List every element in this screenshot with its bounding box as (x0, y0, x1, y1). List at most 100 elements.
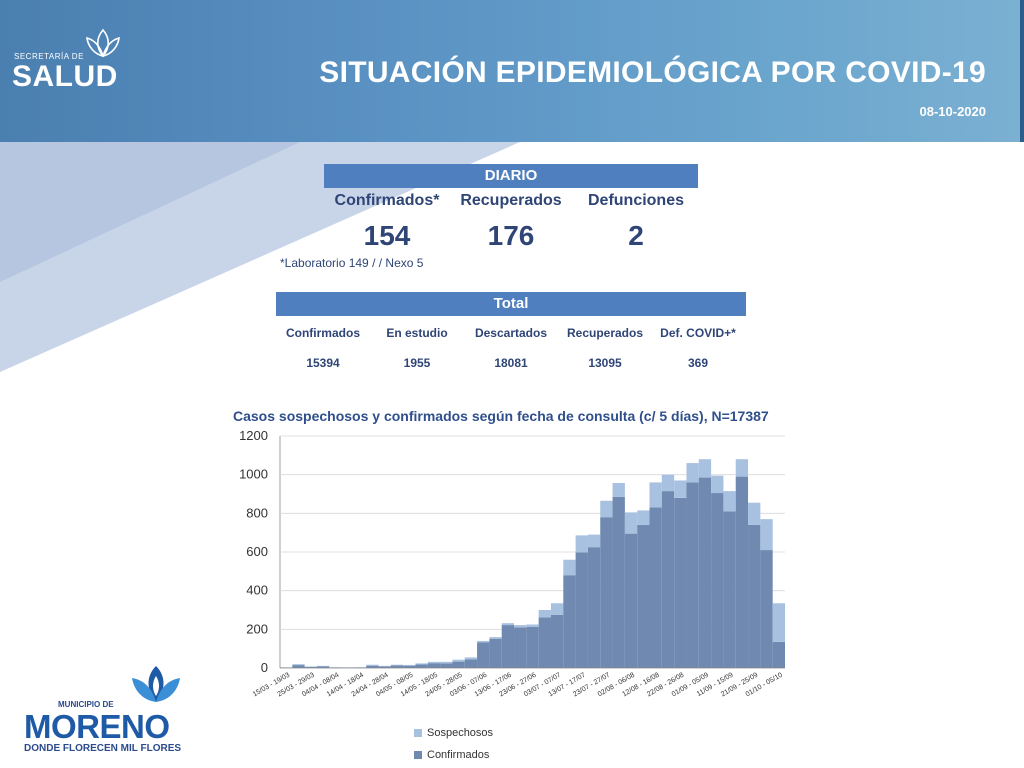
bar-confirmados (612, 496, 625, 668)
bar-confirmados (366, 665, 379, 668)
chart-title: Casos sospechosos y confirmados según fe… (233, 408, 769, 424)
bar-confirmados (390, 665, 404, 668)
total-discarded-label: Descartados (474, 326, 548, 340)
bar-sospechosos (600, 500, 613, 518)
bar-confirmados (292, 665, 305, 668)
bar-sospechosos (550, 603, 564, 615)
daily-recovered-value: 176 (487, 220, 535, 251)
total-in-study-value: 1955 (403, 356, 431, 370)
bar-confirmados (526, 627, 539, 668)
legend-label-sospechosos: Sospechosos (427, 727, 494, 739)
daily-confirmed-value: 154 (363, 220, 411, 251)
total-confirmed-value: 15394 (306, 356, 340, 370)
daily-confirmed-label: Confirmados* (334, 192, 440, 209)
legend-label-confirmados: Confirmados (427, 749, 490, 761)
bar-confirmados (464, 659, 478, 668)
logo-municipality: MUNICIPIO DE (58, 700, 114, 709)
bar-sospechosos (760, 519, 773, 551)
daily-heading: DIARIO (324, 164, 698, 188)
bar-sospechosos (489, 637, 502, 639)
y-tick-label: 200 (246, 621, 268, 636)
bar-sospechosos (292, 664, 305, 666)
bar-confirmados (538, 617, 551, 668)
total-recovered-label: Recuperados (566, 326, 644, 340)
bar-confirmados (735, 476, 749, 668)
bar-confirmados (403, 665, 416, 668)
header-edge (1020, 0, 1024, 142)
bar-confirmados (378, 666, 391, 668)
legend-swatch-confirmados (414, 751, 422, 759)
page-title: SITUACIÓN EPIDEMIOLÓGICA POR COVID-19 (319, 56, 986, 89)
bar-confirmados (587, 547, 601, 668)
bar-confirmados (661, 491, 675, 668)
y-tick-label: 0 (261, 660, 268, 675)
bar-confirmados (427, 663, 441, 668)
header-band (0, 0, 1024, 142)
bar-series (280, 459, 785, 668)
daily-deaths-label: Defunciones (587, 192, 684, 209)
bar-confirmados (452, 661, 465, 668)
bar-sospechosos (304, 666, 317, 668)
total-in-study-label: En estudio (386, 326, 448, 340)
bar-confirmados (760, 550, 773, 668)
bar-confirmados (575, 552, 588, 668)
bar-sospechosos (390, 664, 404, 666)
bar-confirmados (514, 627, 527, 668)
legend-item-sospechosos: Sospechosos (414, 722, 493, 744)
bar-sospechosos (624, 512, 638, 534)
bar-sospechosos (316, 665, 330, 667)
legend-swatch-sospechosos (414, 729, 422, 737)
y-tick-label: 600 (246, 544, 268, 559)
bar-sospechosos (723, 491, 736, 512)
bar-confirmados (304, 667, 317, 668)
logo-subtitle: SECRETARÍA DE (14, 52, 84, 61)
bar-sospechosos (735, 459, 749, 477)
bar-confirmados (698, 477, 712, 668)
bar-sospechosos (366, 664, 379, 666)
total-deaths-value: 369 (687, 356, 709, 370)
daily-recovered-label: Recuperados (460, 192, 562, 209)
flower-icon (132, 666, 180, 702)
stacked-bar-chart: 0 200 400 600 800 1000 1200 15/03 - 19/0325/03… (239, 428, 785, 698)
bar-confirmados (501, 625, 515, 668)
bar-sospechosos (637, 510, 650, 525)
bar-sospechosos (501, 623, 515, 626)
salud-logo: SECRETARÍA DE SALUD (10, 28, 130, 98)
y-tick-label: 1200 (239, 428, 268, 443)
bar-sospechosos (427, 661, 441, 664)
total-confirmed-label: Confirmados (285, 326, 360, 340)
bar-confirmados (477, 642, 490, 668)
bar-confirmados (686, 482, 699, 668)
bar-confirmados (415, 664, 428, 668)
bar-confirmados (489, 639, 502, 668)
bar-sospechosos (649, 482, 662, 508)
logo-tagline: DONDE FLORECEN MIL FLORES (24, 743, 182, 754)
bar-sospechosos (686, 463, 699, 483)
bar-sospechosos (477, 640, 490, 643)
bar-confirmados (440, 663, 453, 668)
daily-deaths-value: 2 (628, 220, 644, 251)
bar-sospechosos (563, 559, 576, 576)
moreno-logo: MUNICIPIO DE MORENO DONDE FLORECEN MIL F… (22, 660, 192, 760)
bar-sospechosos (612, 482, 625, 497)
bar-confirmados (674, 497, 687, 668)
bar-confirmados (563, 575, 576, 668)
logo-city: MORENO (24, 708, 170, 745)
bar-confirmados (637, 524, 650, 668)
bar-sospechosos (464, 657, 478, 660)
bar-confirmados (772, 641, 785, 668)
daily-footnote: *Laboratorio 149 / / Nexo 5 (280, 256, 424, 270)
bar-sospechosos (698, 459, 712, 478)
bar-confirmados (649, 507, 662, 668)
bar-sospechosos (378, 665, 391, 667)
bar-confirmados (723, 511, 736, 668)
decorative-triangle (0, 142, 520, 372)
report-date: 08-10-2020 (919, 104, 987, 119)
bar-confirmados (748, 524, 761, 668)
bar-confirmados (711, 493, 724, 668)
bar-sospechosos (711, 475, 724, 494)
bar-sospechosos (674, 480, 687, 498)
bar-sospechosos (440, 661, 453, 664)
bar-sospechosos (587, 534, 601, 548)
